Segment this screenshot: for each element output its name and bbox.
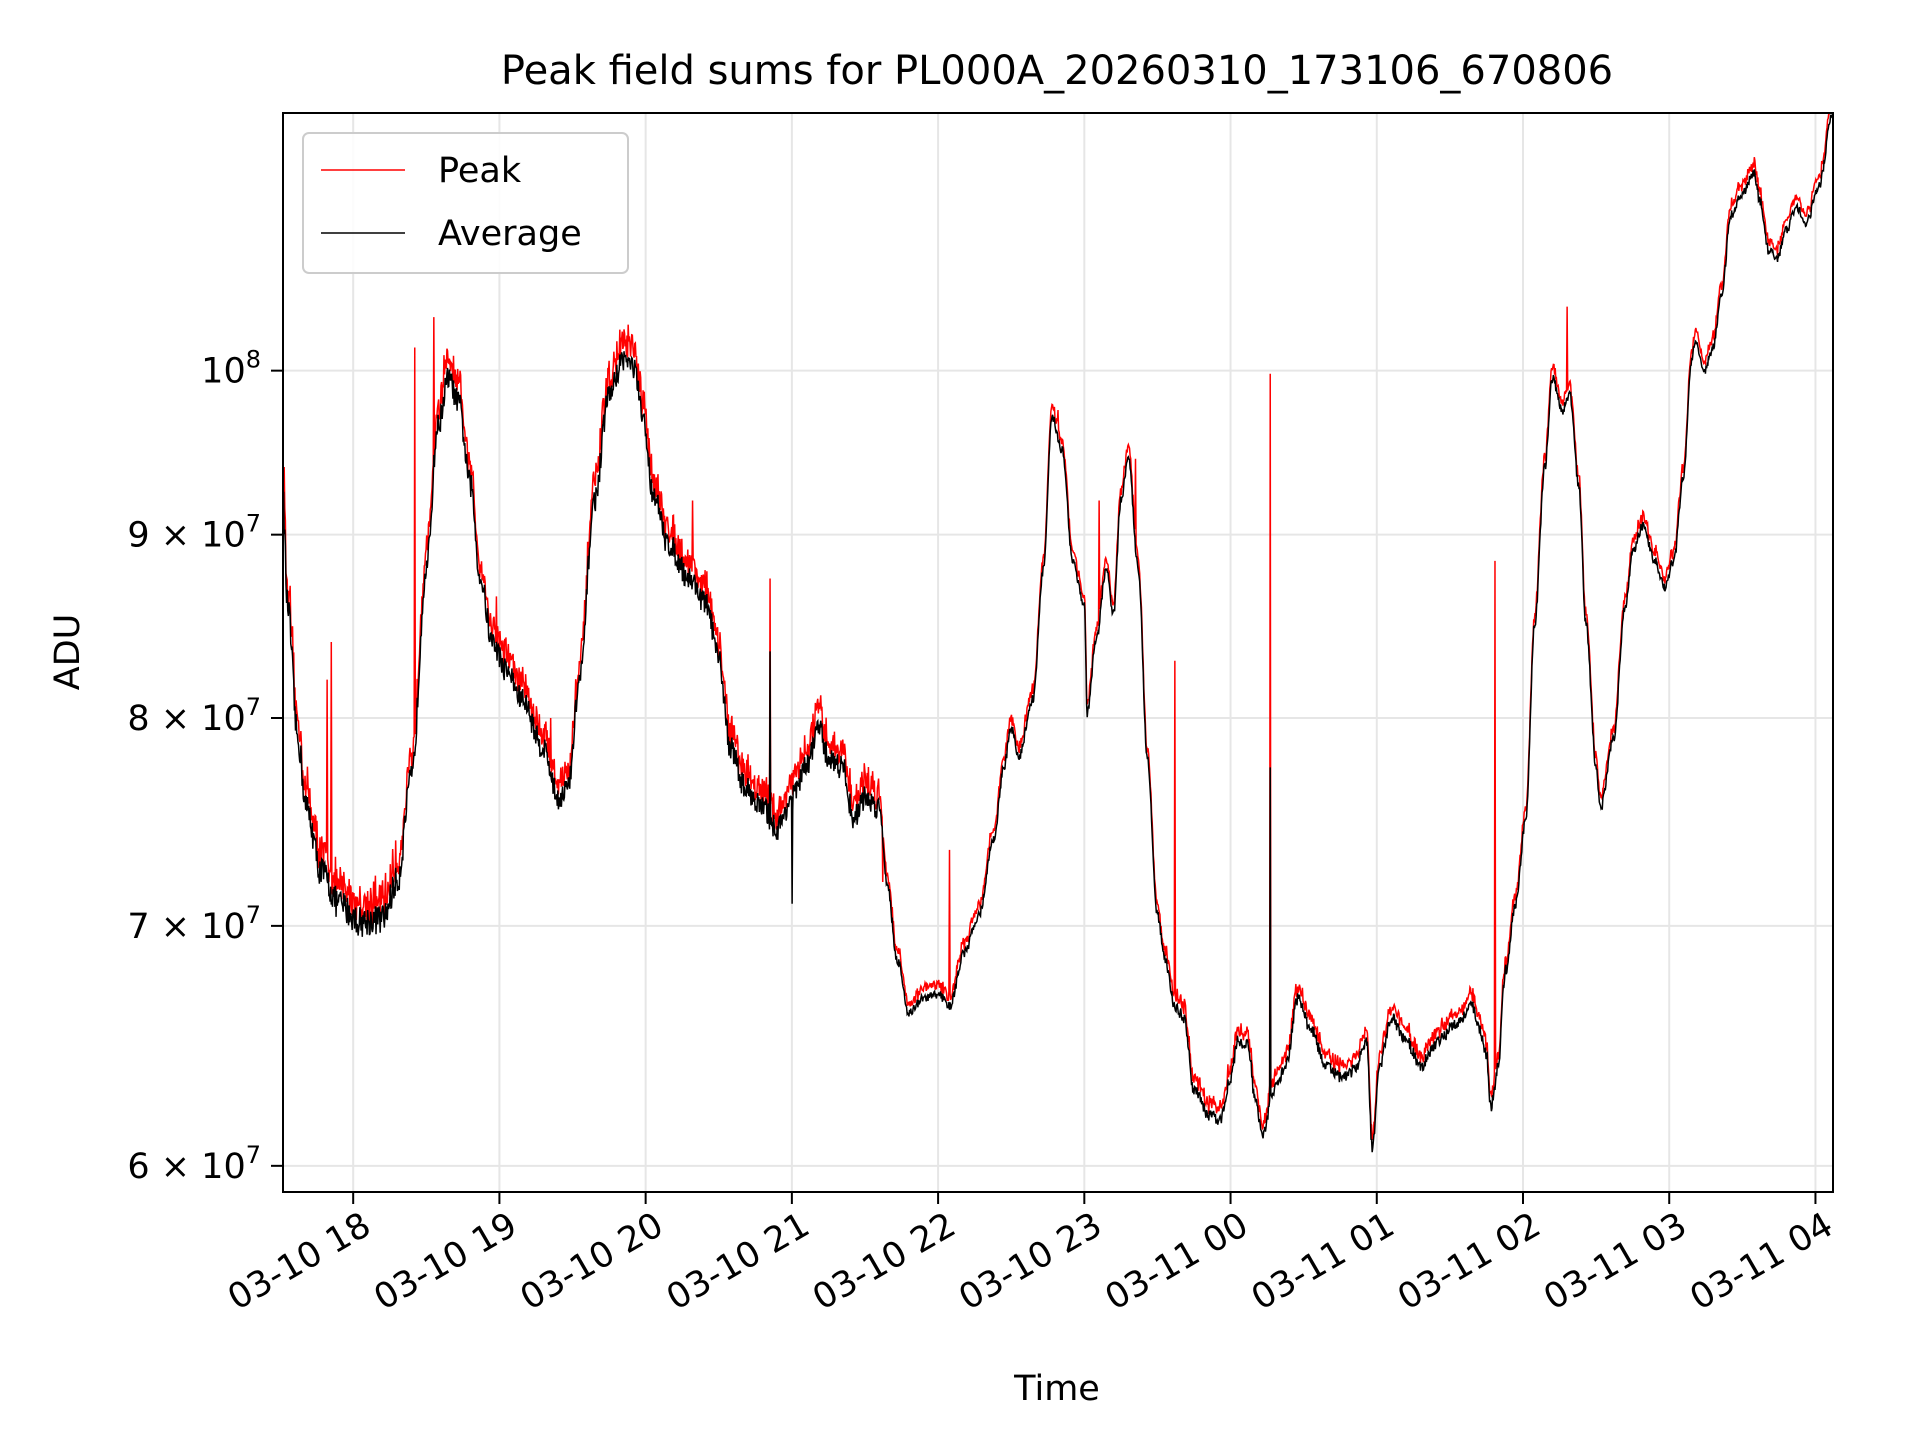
y-tick-exponent: 7 [246, 901, 261, 929]
y-tick-label: 7 × 107 [127, 901, 261, 947]
y-tick-exponent: 8 [246, 346, 261, 374]
legend-peak-label: Peak [438, 151, 522, 191]
plot-frame [282, 112, 1834, 1193]
legend-box [302, 132, 629, 274]
x-axis-label: Time [1013, 1369, 1100, 1409]
series-line-average [283, 113, 1833, 1153]
y-tick-exponent: 7 [246, 1141, 261, 1169]
series-layer [283, 113, 1833, 1153]
chart-title: Peak field sums for PL000A_20260310_1731… [501, 48, 1613, 94]
grid [283, 113, 1833, 1192]
y-axis-label: ADU [48, 614, 88, 691]
legend: Peak Average [302, 132, 629, 274]
y-tick-exponent: 7 [246, 693, 261, 721]
y-tick-label: 9 × 107 [127, 510, 261, 556]
legend-average-label: Average [438, 214, 582, 254]
y-tick-label: 6 × 107 [127, 1141, 261, 1187]
y-tick-label: 8 × 107 [127, 693, 261, 739]
y-tick-exponent: 7 [246, 510, 261, 538]
